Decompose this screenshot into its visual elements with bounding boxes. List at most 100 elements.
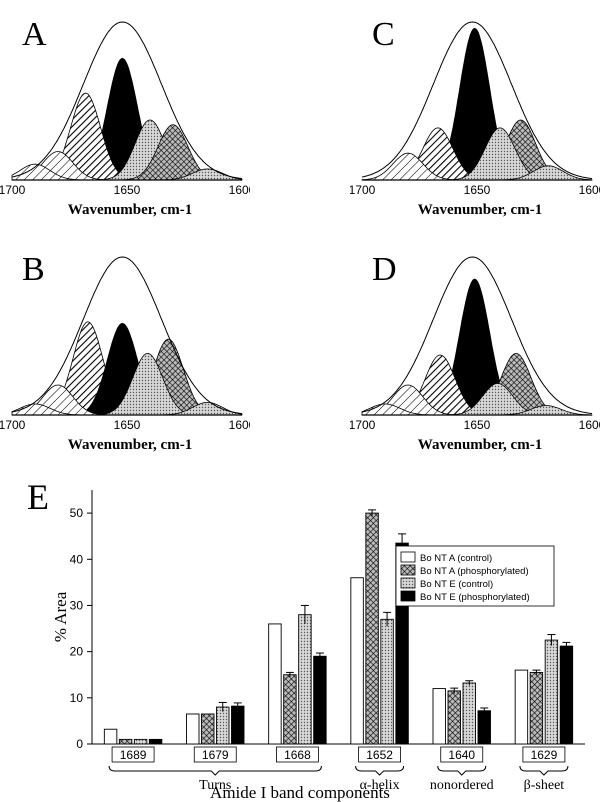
x-tick-label: 1700	[0, 418, 26, 432]
error-bar	[315, 652, 324, 660]
category-label-box	[111, 746, 155, 763]
x-tick-label: 1600	[579, 183, 600, 197]
y-axis-label: % Area	[51, 591, 70, 642]
error-bar	[465, 680, 474, 686]
error-bar	[547, 634, 556, 646]
x-axis-label: Wavenumber, cm-1	[68, 437, 192, 453]
bar-1652-series-0	[350, 577, 364, 745]
component-band-1651	[362, 27, 592, 181]
bar-1668-series-3	[313, 655, 327, 745]
group-brace	[519, 765, 569, 776]
x-axis-label: Wavenumber, cm-1	[418, 202, 542, 218]
legend-label: Bo NT A (control)	[420, 553, 492, 564]
category-label-box	[276, 746, 319, 763]
x-tick-label: 1600	[579, 418, 600, 432]
error-bar	[285, 671, 294, 678]
bar-1629-series-2	[544, 639, 559, 745]
bar-1629-series-3	[559, 645, 574, 745]
x-tick-label: 1700	[350, 418, 376, 432]
legend-label: Bo NT A (phosphorylated)	[420, 566, 529, 577]
error-bar	[562, 641, 571, 650]
legend-label: Bo NT E (phosphorylated)	[420, 592, 530, 603]
x-tick-label: 1700	[350, 183, 376, 197]
bar-1652-series-1	[365, 512, 379, 745]
x-tick-label: 1650	[464, 183, 491, 197]
bar-1668-series-1	[283, 674, 297, 745]
bar-1689-series-0	[103, 728, 118, 745]
legend-swatch	[400, 564, 416, 576]
legend-swatch	[400, 590, 416, 602]
legend-swatch	[400, 551, 416, 563]
x-tick-label: 1700	[0, 183, 26, 197]
error-bar	[368, 509, 377, 517]
bar-1668-series-0	[268, 623, 282, 745]
bar-1689-series-1	[118, 738, 133, 745]
y-tick-label: 50	[70, 506, 84, 520]
deconvolution-plot-b: B 1700 1650 1600 Wavenumber, cm-1	[0, 251, 250, 453]
legend	[395, 545, 555, 607]
category-label: 1689	[120, 748, 147, 762]
x-axis-label: Wavenumber, cm-1	[68, 202, 192, 218]
category-label: 1652	[366, 748, 393, 762]
x-tick-label: 1650	[114, 418, 141, 432]
error-bar	[218, 701, 227, 712]
deconvolution-plot-d: D 1700 1650 1600 Wavenumber, cm-1	[350, 251, 600, 453]
category-label-box	[193, 746, 237, 763]
x-axis-label: Amide I band components	[210, 783, 390, 802]
group-label: Turns	[199, 778, 231, 793]
bar-1629-series-0	[514, 669, 529, 745]
error-bar	[480, 707, 489, 714]
category-label-box	[522, 746, 566, 763]
group-brace	[437, 765, 487, 776]
panel-letter-c: C	[372, 16, 395, 53]
panel-letter-d: D	[372, 251, 397, 288]
x-tick-label: 1600	[229, 183, 250, 197]
category-label: 1629	[531, 748, 558, 762]
bar-1679-series-2	[216, 706, 230, 745]
bar-1679-series-1	[201, 713, 215, 745]
bar-1689-series-2	[133, 738, 148, 745]
legend-label: Bo NT E (control)	[420, 579, 493, 590]
legend-swatch	[400, 577, 416, 589]
bar-chart: 0 10 20 30 40 50 % Area 1689 1679 1668 1652 1640 162…	[51, 490, 585, 802]
deconvolution-plot-c: C 1700 1650 1600 Wavenumber, cm-1	[350, 16, 600, 218]
group-brace	[108, 765, 322, 776]
bar-1679-series-3	[231, 705, 245, 745]
bar-1640-series-1	[447, 690, 461, 745]
bar-1640-series-0	[432, 688, 446, 745]
bar-1679-series-0	[186, 713, 200, 745]
bar-1640-series-3	[477, 710, 491, 745]
group-label: β-sheet	[524, 778, 565, 793]
x-tick-label: 1650	[114, 183, 141, 197]
bar-1640-series-2	[462, 682, 476, 745]
bar-1668-series-2	[298, 614, 312, 745]
y-tick-label: 40	[70, 552, 84, 566]
group-label: α-helix	[360, 778, 400, 793]
envelope-curve	[361, 21, 593, 179]
y-tick-label: 0	[76, 737, 83, 751]
panel-letter-a: A	[22, 16, 47, 53]
y-tick-label: 10	[70, 691, 84, 705]
envelope-curve	[11, 256, 243, 414]
group-label: nonordered	[430, 778, 494, 793]
y-tick-label: 20	[70, 645, 84, 659]
y-tick-label: 30	[70, 598, 84, 612]
error-bar	[383, 611, 392, 627]
panel-letter-b: B	[22, 251, 45, 288]
error-bar	[300, 604, 309, 624]
group-brace	[355, 765, 405, 776]
envelope-curve	[11, 21, 243, 179]
deconvolution-plot-a: A 1700 1650 1600 Wavenumber, cm-1	[0, 16, 250, 218]
category-label-box	[358, 746, 401, 763]
category-label-box	[440, 746, 484, 763]
error-bar	[450, 687, 459, 694]
x-tick-label: 1600	[229, 418, 250, 432]
bar-1629-series-1	[529, 671, 544, 745]
bar-1652-series-2	[380, 618, 394, 745]
bar-1689-series-3	[148, 738, 163, 745]
error-bar	[233, 702, 242, 710]
category-label: 1679	[202, 748, 229, 762]
x-tick-label: 1650	[464, 418, 491, 432]
category-label: 1668	[284, 748, 311, 762]
category-label: 1640	[448, 748, 475, 762]
